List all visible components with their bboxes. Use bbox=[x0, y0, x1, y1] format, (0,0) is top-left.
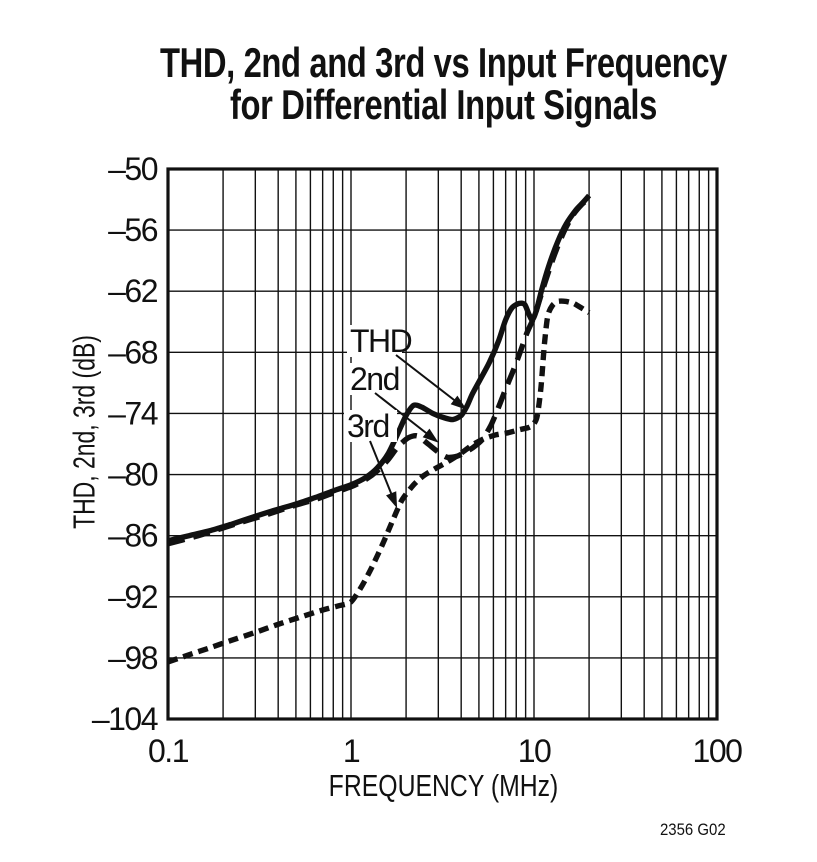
annotation-arrow-line bbox=[395, 354, 459, 404]
curve-label-thd: THD bbox=[350, 323, 412, 359]
plot-frame bbox=[166, 167, 719, 721]
y-tick-label: –56 bbox=[108, 212, 158, 248]
curve-2nd bbox=[167, 196, 591, 547]
y-tick-label: –74 bbox=[108, 395, 158, 431]
y-tick-label: –80 bbox=[108, 457, 158, 493]
y-tick-label: –68 bbox=[108, 334, 158, 370]
annotation-arrowhead bbox=[450, 395, 467, 410]
y-tick-label: –50 bbox=[108, 151, 158, 187]
y-tick-label: –104 bbox=[92, 701, 158, 737]
annotation-mask bbox=[347, 325, 402, 357]
y-tick-label: –86 bbox=[108, 518, 158, 554]
annotation-arrow-line bbox=[369, 440, 394, 499]
annotation-mask bbox=[344, 410, 397, 442]
chart-title: THD, 2nd and 3rd vs Input Frequency for … bbox=[152, 42, 735, 126]
y-tick-label: –98 bbox=[108, 640, 158, 676]
curve-label-3rd: 3rd bbox=[347, 408, 389, 444]
annotation-arrowhead bbox=[422, 428, 439, 443]
y-axis-title: THD, 2nd, 3rd (dB) bbox=[66, 335, 102, 529]
chart-title-line1: THD, 2nd and 3rd vs Input Frequency bbox=[159, 39, 728, 86]
annotation-arrow-line bbox=[374, 392, 431, 437]
y-tick-label: –62 bbox=[108, 273, 158, 309]
annotation-mask bbox=[347, 363, 400, 395]
chart-title-line2: for Differential Input Signals bbox=[230, 81, 657, 128]
figure-caption: 2356 G02 bbox=[660, 820, 726, 839]
curve-3rd bbox=[167, 298, 591, 665]
x-axis-title: FREQUENCY (MHz) bbox=[328, 768, 559, 803]
x-tick-label: 0.1 bbox=[148, 733, 189, 769]
curve-label-2nd: 2nd bbox=[350, 361, 399, 397]
x-tick-label: 10 bbox=[518, 733, 551, 769]
annotation-arrowhead bbox=[386, 491, 398, 509]
x-tick-label: 100 bbox=[693, 733, 743, 769]
x-tick-label: 1 bbox=[343, 733, 360, 769]
y-tick-label: –92 bbox=[108, 579, 158, 615]
